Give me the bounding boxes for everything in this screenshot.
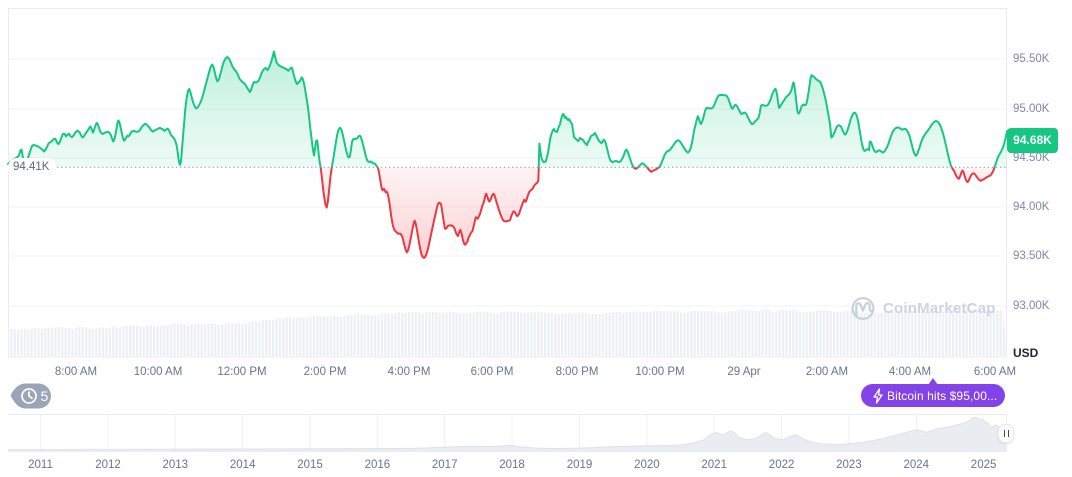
svg-text:5: 5 bbox=[41, 388, 49, 404]
